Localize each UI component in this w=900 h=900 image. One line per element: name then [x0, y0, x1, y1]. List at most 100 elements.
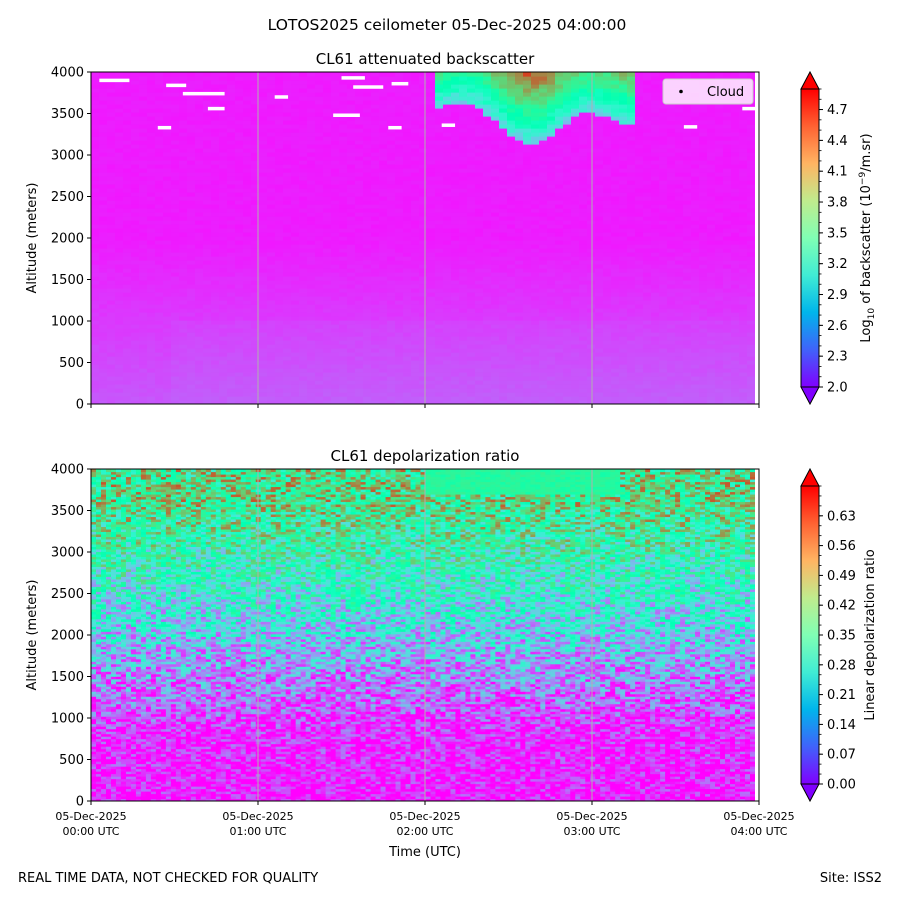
heatmap-cell	[283, 216, 292, 221]
heatmap-cell	[339, 180, 348, 185]
heatmap-cell	[483, 96, 492, 101]
heatmap-cell	[179, 196, 188, 201]
heatmap-cell	[459, 348, 468, 353]
heatmap-cell	[115, 136, 124, 141]
heatmap-cell	[419, 80, 428, 85]
heatmap-cell	[219, 312, 228, 317]
heatmap-cell	[307, 348, 316, 353]
heatmap-cell	[131, 140, 140, 145]
heatmap-cell	[179, 296, 188, 301]
heatmap-cell	[555, 240, 564, 245]
heatmap-cell	[443, 380, 452, 385]
heatmap-cell	[347, 188, 356, 193]
heatmap-cell	[411, 240, 420, 245]
heatmap-cell	[451, 108, 460, 113]
heatmap-cell	[387, 332, 396, 337]
heatmap-cell	[259, 188, 268, 193]
heatmap-cell	[211, 312, 220, 317]
heatmap-cell	[427, 280, 436, 285]
heatmap-cell	[227, 276, 236, 281]
heatmap-cell	[251, 244, 260, 249]
heatmap-cell	[179, 184, 188, 189]
heatmap-cell	[283, 112, 292, 117]
heatmap-cell	[107, 316, 116, 321]
heatmap-cell	[459, 388, 468, 393]
heatmap-cell	[259, 132, 268, 137]
heatmap-cell	[379, 308, 388, 313]
heatmap-cell	[515, 76, 524, 81]
heatmap-cell	[307, 100, 316, 105]
heatmap-cell	[115, 300, 124, 305]
heatmap-cell	[275, 208, 284, 213]
heatmap-cell	[491, 360, 500, 365]
heatmap-cell	[307, 268, 316, 273]
heatmap-cell	[523, 220, 532, 225]
heatmap-cell	[91, 116, 100, 121]
heatmap-cell	[123, 260, 132, 265]
heatmap-cell	[243, 244, 252, 249]
heatmap-cell	[563, 240, 572, 245]
heatmap-cell	[115, 220, 124, 225]
heatmap-cell	[443, 136, 452, 141]
heatmap-cell	[515, 124, 524, 129]
heatmap-cell	[347, 248, 356, 253]
heatmap-cell	[387, 108, 396, 113]
heatmap-cell	[179, 160, 188, 165]
heatmap-cell	[459, 356, 468, 361]
heatmap-cell	[267, 296, 276, 301]
heatmap-cell	[363, 168, 372, 173]
heatmap-cell	[467, 72, 476, 77]
heatmap-cell	[467, 336, 476, 341]
heatmap-cell	[547, 296, 556, 301]
heatmap-cell	[275, 316, 284, 321]
heatmap-cell	[299, 248, 308, 253]
heatmap-cell	[555, 396, 564, 401]
heatmap-cell	[267, 192, 276, 197]
heatmap-cell	[443, 72, 452, 77]
heatmap-cell	[523, 88, 532, 93]
heatmap-cell	[155, 392, 164, 397]
heatmap-cell	[267, 308, 276, 313]
heatmap-cell	[371, 232, 380, 237]
heatmap-cell	[347, 200, 356, 205]
heatmap-cell	[371, 72, 380, 77]
heatmap-cell	[355, 308, 364, 313]
heatmap-cell	[563, 380, 572, 385]
heatmap-cell	[499, 320, 508, 325]
heatmap-cell	[123, 280, 132, 285]
heatmap-cell	[499, 204, 508, 209]
heatmap-cell	[307, 136, 316, 141]
heatmap-cell	[331, 80, 340, 85]
heatmap-cell	[123, 208, 132, 213]
heatmap-cell	[547, 96, 556, 101]
heatmap-cell	[395, 372, 404, 377]
heatmap-cell	[187, 264, 196, 269]
heatmap-cell	[275, 368, 284, 373]
heatmap-cell	[403, 348, 412, 353]
heatmap-cell	[163, 368, 172, 373]
heatmap-cell	[539, 96, 548, 101]
heatmap-cell	[459, 220, 468, 225]
heatmap-cell	[515, 308, 524, 313]
heatmap-cell	[403, 380, 412, 385]
heatmap-cell	[243, 392, 252, 397]
heatmap-cell	[443, 252, 452, 257]
heatmap-cell	[539, 292, 548, 297]
heatmap-cell	[235, 276, 244, 281]
heatmap-cell	[147, 124, 156, 129]
heatmap-cell	[291, 364, 300, 369]
heatmap-cell	[363, 372, 372, 377]
heatmap-cell	[363, 356, 372, 361]
heatmap-cell	[355, 88, 364, 93]
heatmap-cell	[523, 252, 532, 257]
heatmap-cell	[291, 292, 300, 297]
heatmap-cell	[475, 320, 484, 325]
heatmap-cell	[539, 340, 548, 345]
heatmap-cell	[371, 332, 380, 337]
heatmap-cell	[387, 200, 396, 205]
heatmap-cell	[443, 164, 452, 169]
heatmap-cell	[291, 84, 300, 89]
heatmap-cell	[363, 100, 372, 105]
heatmap-cell	[203, 184, 212, 189]
heatmap-cell	[435, 100, 444, 105]
